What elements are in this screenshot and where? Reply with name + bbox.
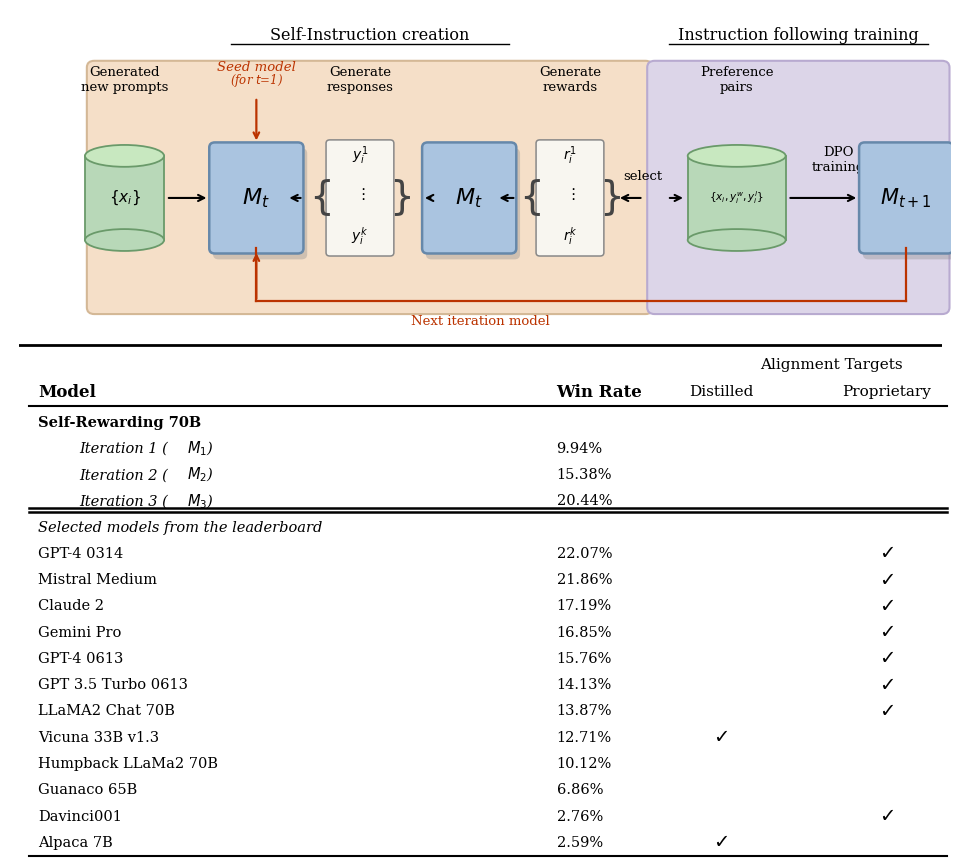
Text: Selected models from the leaderboard: Selected models from the leaderboard (38, 520, 322, 535)
Text: 13.87%: 13.87% (556, 704, 612, 719)
Text: GPT 3.5 Turbo 0613: GPT 3.5 Turbo 0613 (38, 678, 188, 692)
Text: Win Rate: Win Rate (556, 384, 642, 401)
Text: (for $t$=1): (for $t$=1) (230, 72, 283, 89)
Text: 21.86%: 21.86% (556, 573, 612, 587)
Bar (85, 156, 164, 240)
Ellipse shape (688, 145, 786, 167)
Text: $M_t$: $M_t$ (456, 186, 483, 210)
Text: $y_i^1$: $y_i^1$ (352, 145, 368, 167)
FancyBboxPatch shape (859, 142, 953, 254)
Text: $\{$: $\{$ (309, 178, 332, 218)
Text: 10.12%: 10.12% (556, 757, 612, 771)
Text: ✓: ✓ (878, 623, 895, 642)
Bar (688, 156, 786, 240)
Text: $M_3$): $M_3$) (186, 492, 213, 511)
Text: select: select (623, 170, 662, 184)
Text: 2.76%: 2.76% (556, 809, 603, 823)
Text: Iteration 1 (: Iteration 1 ( (80, 442, 168, 456)
Text: GPT-4 0314: GPT-4 0314 (38, 547, 123, 561)
Text: ✓: ✓ (878, 702, 895, 721)
Text: $\vdots$: $\vdots$ (355, 186, 365, 202)
FancyBboxPatch shape (326, 140, 394, 256)
Text: Iteration 3 (: Iteration 3 ( (80, 494, 168, 508)
Ellipse shape (85, 229, 164, 251)
Text: $M_2$): $M_2$) (186, 466, 213, 484)
Text: $\}$: $\}$ (599, 178, 621, 218)
Text: Vicuna 33B v1.3: Vicuna 33B v1.3 (38, 731, 160, 745)
Text: Claude 2: Claude 2 (38, 600, 104, 614)
Text: $M_{t+1}$: $M_{t+1}$ (880, 186, 932, 210)
Text: Instruction following training: Instruction following training (678, 27, 920, 44)
Ellipse shape (85, 145, 164, 167)
Text: ✓: ✓ (878, 650, 895, 669)
Ellipse shape (688, 229, 786, 251)
Text: Iteration 2 (: Iteration 2 ( (80, 469, 168, 482)
Text: 15.76%: 15.76% (556, 652, 612, 666)
Text: ✓: ✓ (878, 545, 895, 564)
Text: ✓: ✓ (878, 676, 895, 695)
Text: Alpaca 7B: Alpaca 7B (38, 835, 112, 850)
FancyBboxPatch shape (422, 142, 516, 254)
FancyBboxPatch shape (647, 60, 949, 314)
FancyBboxPatch shape (209, 142, 304, 254)
Text: Generate
responses: Generate responses (327, 66, 393, 94)
FancyBboxPatch shape (86, 60, 653, 314)
FancyBboxPatch shape (863, 148, 957, 260)
Text: 17.19%: 17.19% (556, 600, 611, 614)
Text: $M_1$): $M_1$) (186, 440, 213, 458)
Text: 22.07%: 22.07% (556, 547, 612, 561)
Text: DPO
training: DPO training (812, 146, 865, 174)
Text: $r_i^k$: $r_i^k$ (563, 225, 578, 247)
Text: Mistral Medium: Mistral Medium (38, 573, 157, 587)
Text: 9.94%: 9.94% (556, 442, 603, 456)
Text: Proprietary: Proprietary (843, 386, 931, 400)
Text: 20.44%: 20.44% (556, 494, 612, 508)
Text: $\{x_i, y_i^w, y_i^l\}$: $\{x_i, y_i^w, y_i^l\}$ (709, 190, 764, 206)
Text: GPT-4 0613: GPT-4 0613 (38, 652, 123, 666)
Text: Generated
new prompts: Generated new prompts (81, 66, 168, 94)
Text: Self-Rewarding 70B: Self-Rewarding 70B (38, 416, 201, 430)
FancyBboxPatch shape (536, 140, 604, 256)
Text: $y_i^k$: $y_i^k$ (352, 225, 368, 247)
Text: Generate
rewards: Generate rewards (539, 66, 601, 94)
Text: $M_t$: $M_t$ (242, 186, 270, 210)
Text: $\}$: $\}$ (388, 178, 410, 218)
Text: ✓: ✓ (878, 807, 895, 826)
Text: $r_i^1$: $r_i^1$ (563, 145, 577, 167)
Text: 6.86%: 6.86% (556, 784, 604, 797)
Text: ✓: ✓ (878, 570, 895, 589)
Text: Davinci001: Davinci001 (38, 809, 122, 823)
Text: Self-Instruction creation: Self-Instruction creation (270, 27, 469, 44)
Text: $\{x_i\}$: $\{x_i\}$ (109, 189, 140, 207)
Text: ✓: ✓ (714, 834, 730, 853)
Text: Gemini Pro: Gemini Pro (38, 626, 121, 639)
Text: LLaMA2 Chat 70B: LLaMA2 Chat 70B (38, 704, 175, 719)
Text: Guanaco 65B: Guanaco 65B (38, 784, 137, 797)
Text: 16.85%: 16.85% (556, 626, 612, 639)
Text: Model: Model (38, 384, 96, 401)
FancyBboxPatch shape (426, 148, 520, 260)
Text: 14.13%: 14.13% (556, 678, 612, 692)
Text: Preference
pairs: Preference pairs (700, 66, 774, 94)
Text: ✓: ✓ (878, 597, 895, 616)
Text: ✓: ✓ (714, 728, 730, 747)
Text: Humpback LLaMa2 70B: Humpback LLaMa2 70B (38, 757, 218, 771)
Text: Next iteration model: Next iteration model (411, 315, 550, 328)
Text: 15.38%: 15.38% (556, 469, 612, 482)
Text: $\vdots$: $\vdots$ (565, 186, 575, 202)
Text: Seed model: Seed model (217, 61, 296, 74)
FancyBboxPatch shape (213, 148, 308, 260)
Text: $\{$: $\{$ (520, 178, 541, 218)
Text: Alignment Targets: Alignment Targets (760, 357, 903, 372)
Text: 12.71%: 12.71% (556, 731, 611, 745)
Text: Distilled: Distilled (690, 386, 754, 400)
Text: 2.59%: 2.59% (556, 835, 603, 850)
